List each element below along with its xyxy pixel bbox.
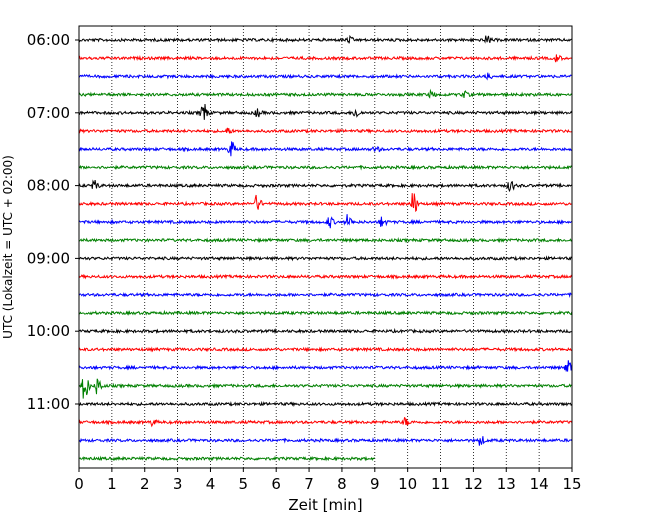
seismic-trace — [78, 327, 573, 335]
x-tick-label: 5 — [239, 475, 249, 493]
seismic-traces — [78, 34, 573, 462]
y-tick-label: 07:00 — [27, 104, 70, 122]
seismic-trace — [78, 179, 573, 193]
seismic-trace — [78, 416, 573, 428]
y-tick-label: 06:00 — [27, 31, 70, 49]
x-tick-label: 11 — [431, 475, 450, 493]
plot-frame — [78, 25, 573, 469]
seismic-trace — [78, 436, 573, 446]
seismic-trace — [78, 291, 572, 298]
seismic-trace — [78, 34, 572, 44]
seismic-trace — [78, 378, 572, 399]
seismic-trace — [78, 103, 573, 120]
x-tick-label: 0 — [74, 475, 84, 493]
seismic-trace — [78, 273, 573, 280]
seismic-trace — [78, 346, 572, 353]
y-axis-ticks: 06:00 07:00 08:00 09:00 10:00 11:00 — [27, 31, 79, 413]
y-tick-label: 09:00 — [27, 249, 70, 267]
x-tick-label: 9 — [370, 475, 380, 493]
seismic-trace — [78, 164, 573, 171]
x-tick-label: 14 — [530, 475, 549, 493]
x-tick-label: 8 — [337, 475, 347, 493]
x-axis-label: Zeit [min] — [288, 496, 362, 514]
seismic-trace — [78, 193, 572, 213]
seismic-trace — [78, 214, 573, 229]
y-tick-label: 08:00 — [27, 177, 70, 195]
seismic-trace — [78, 88, 573, 99]
y-tick-label: 10:00 — [27, 322, 70, 340]
seismic-trace — [78, 54, 573, 63]
seismic-trace — [78, 236, 573, 244]
seismic-trace — [78, 400, 573, 408]
seismic-trace — [78, 309, 573, 316]
grid-lines — [111, 26, 540, 468]
x-tick-label: 10 — [398, 475, 417, 493]
x-tick-label: 13 — [497, 475, 516, 493]
x-tick-label: 4 — [206, 475, 216, 493]
seismic-trace — [78, 455, 375, 462]
x-tick-label: 1 — [107, 475, 117, 493]
y-axis-label: UTC (Lokalzeit = UTC + 02:00) — [1, 155, 15, 339]
seismic-trace — [78, 127, 573, 135]
seismic-trace — [78, 141, 573, 157]
seismic-trace — [78, 72, 572, 81]
x-tick-label: 15 — [562, 475, 581, 493]
x-tick-label: 7 — [304, 475, 314, 493]
x-tick-label: 12 — [464, 475, 483, 493]
x-axis-ticks: 0 1 2 3 4 5 6 7 8 9 10 11 12 13 14 15 — [74, 468, 582, 493]
seismic-trace — [78, 255, 573, 262]
x-tick-label: 6 — [271, 475, 281, 493]
seismic-trace — [78, 360, 573, 372]
x-tick-label: 2 — [140, 475, 150, 493]
x-tick-label: 3 — [173, 475, 183, 493]
y-tick-label: 11:00 — [27, 395, 70, 413]
